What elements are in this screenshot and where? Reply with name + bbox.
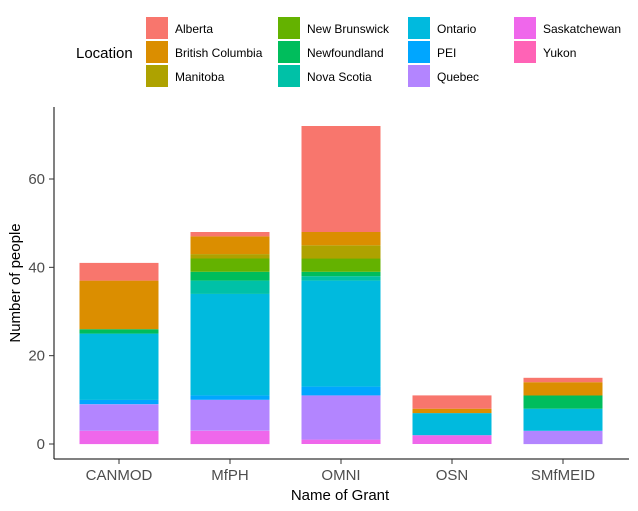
legend-label-british-columbia: British Columbia xyxy=(175,46,263,60)
bar-segment-smfmeid-british-columbia xyxy=(523,382,603,396)
x-tick-label-mfph: MfPH xyxy=(211,467,249,484)
y-tick-label: 60 xyxy=(28,171,45,188)
bar-segment-canmod-newfoundland xyxy=(79,329,159,334)
bar-segment-canmod-pei xyxy=(79,399,159,405)
x-tick-label-canmod: CANMOD xyxy=(86,467,153,484)
bar-segment-canmod-british-columbia xyxy=(79,280,159,330)
legend-label-yukon: Yukon xyxy=(543,46,576,60)
bar-segment-smfmeid-ontario xyxy=(523,408,603,431)
legend-key-alberta xyxy=(146,17,168,39)
bar-segment-canmod-ontario xyxy=(79,333,159,400)
legend-item-manitoba: Manitoba xyxy=(146,65,225,87)
legend-key-yukon xyxy=(514,41,536,63)
bar-segment-mfph-alberta xyxy=(190,232,270,237)
bar-stack-osn xyxy=(412,395,492,444)
bar-segment-canmod-quebec xyxy=(79,404,159,431)
bar-stack-canmod xyxy=(79,262,159,445)
legend-item-newfoundland: Newfoundland xyxy=(278,41,384,63)
legend-key-manitoba xyxy=(146,65,168,87)
legend-label-quebec: Quebec xyxy=(437,70,479,84)
bar-segment-omni-ontario xyxy=(301,280,381,387)
bar-segment-canmod-saskatchewan xyxy=(79,430,159,445)
legend-item-yukon: Yukon xyxy=(514,41,576,63)
legend-key-quebec xyxy=(408,65,430,87)
x-tick-label-osn: OSN xyxy=(436,467,469,484)
legend-label-manitoba: Manitoba xyxy=(175,70,225,84)
legend: Location Alberta British Columbia Manitoba… xyxy=(76,17,621,87)
bar-segment-mfph-newfoundland xyxy=(190,271,270,281)
legend-label-new-brunswick: New Brunswick xyxy=(307,22,390,36)
bar-segment-omni-newfoundland xyxy=(301,271,381,277)
bar-segment-omni-nova-scotia xyxy=(301,276,381,281)
legend-key-saskatchewan xyxy=(514,17,536,39)
bar-segment-mfph-quebec xyxy=(190,399,270,431)
legend-key-new-brunswick xyxy=(278,17,300,39)
x-axis-title: Name of Grant xyxy=(291,487,390,504)
legend-label-nova-scotia: Nova Scotia xyxy=(307,70,372,84)
bar-segment-omni-saskatchewan xyxy=(301,439,381,444)
bar-segment-omni-manitoba xyxy=(301,245,381,259)
bar-segment-mfph-british-columbia xyxy=(190,236,270,255)
bar-stack-smfmeid xyxy=(523,377,603,445)
legend-key-newfoundland xyxy=(278,41,300,63)
legend-label-alberta: Alberta xyxy=(175,22,213,36)
y-axis-title: Number of people xyxy=(7,223,24,342)
bar-segment-omni-quebec xyxy=(301,395,381,440)
ticks: 0 20 40 60 CANMOD MfPH OMNI OSN SMfMEID xyxy=(28,171,595,484)
legend-key-british-columbia xyxy=(146,41,168,63)
legend-title: Location xyxy=(76,45,133,62)
bar-segment-omni-british-columbia xyxy=(301,232,381,246)
bar-stack-mfph xyxy=(190,232,270,445)
legend-label-ontario: Ontario xyxy=(437,22,477,36)
legend-item-nova-scotia: Nova Scotia xyxy=(278,65,372,87)
legend-item-quebec: Quebec xyxy=(408,65,479,87)
bar-segment-mfph-new-brunswick xyxy=(190,258,270,272)
legend-label-pei: PEI xyxy=(437,46,456,60)
bar-segment-mfph-ontario xyxy=(190,293,270,396)
bar-segment-mfph-nova-scotia xyxy=(190,280,270,294)
bar-segment-osn-saskatchewan xyxy=(412,435,492,444)
legend-item-saskatchewan: Saskatchewan xyxy=(514,17,621,39)
legend-item-british-columbia: British Columbia xyxy=(146,41,263,63)
bar-segment-omni-new-brunswick xyxy=(301,258,381,272)
bar-segment-osn-british-columbia xyxy=(412,408,492,414)
bar-segment-mfph-pei xyxy=(190,395,270,400)
legend-key-nova-scotia xyxy=(278,65,300,87)
x-tick-label-omni: OMNI xyxy=(321,467,360,484)
bar-segment-canmod-alberta xyxy=(79,262,159,281)
bar-segment-smfmeid-newfoundland xyxy=(523,395,603,409)
legend-item-new-brunswick: New Brunswick xyxy=(278,17,390,39)
bar-segment-mfph-manitoba xyxy=(190,254,270,259)
bar-stack-omni xyxy=(301,126,381,444)
bar-segment-omni-pei xyxy=(301,386,381,396)
y-tick-label: 40 xyxy=(28,259,45,276)
x-tick-label-smfmeid: SMfMEID xyxy=(531,467,595,484)
bar-segment-mfph-saskatchewan xyxy=(190,430,270,445)
bar-segment-osn-ontario xyxy=(412,413,492,436)
legend-label-saskatchewan: Saskatchewan xyxy=(543,22,621,36)
legend-item-ontario: Ontario xyxy=(408,17,477,39)
legend-label-newfoundland: Newfoundland xyxy=(307,46,384,60)
y-tick-label: 0 xyxy=(37,436,45,453)
legend-item-alberta: Alberta xyxy=(146,17,213,39)
legend-key-ontario xyxy=(408,17,430,39)
bars xyxy=(79,126,603,445)
bar-segment-smfmeid-alberta xyxy=(523,377,603,383)
legend-key-pei xyxy=(408,41,430,63)
bar-segment-smfmeid-quebec xyxy=(523,430,603,445)
legend-item-pei: PEI xyxy=(408,41,456,63)
bar-segment-omni-alberta xyxy=(301,126,381,232)
bar-segment-osn-alberta xyxy=(412,395,492,409)
y-tick-label: 20 xyxy=(28,348,45,365)
